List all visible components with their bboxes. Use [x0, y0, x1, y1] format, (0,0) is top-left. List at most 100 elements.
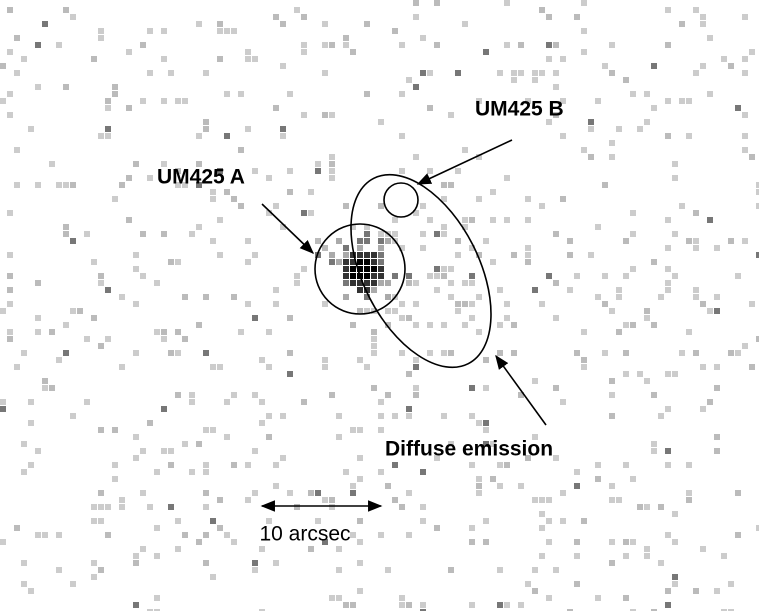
noise-pixel [259, 399, 265, 405]
noise-pixel [133, 252, 139, 258]
noise-pixel [308, 189, 314, 195]
noise-pixel [147, 420, 153, 426]
noise-pixel [63, 7, 69, 13]
noise-pixel [553, 84, 559, 90]
noise-pixel [588, 154, 594, 160]
noise-pixel [427, 322, 433, 328]
noise-pixel [378, 259, 384, 265]
noise-pixel [392, 413, 398, 419]
noise-pixel [665, 588, 671, 594]
noise-pixel [462, 280, 468, 286]
noise-pixel [217, 364, 223, 370]
noise-pixel [28, 399, 34, 405]
noise-pixel [686, 133, 692, 139]
noise-pixel [357, 252, 363, 258]
noise-pixel [168, 462, 174, 468]
noise-pixel [469, 245, 475, 251]
noise-pixel [672, 175, 678, 181]
noise-pixel [672, 161, 678, 167]
noise-pixel [364, 231, 370, 237]
noise-pixel [203, 504, 209, 510]
noise-pixel [364, 308, 370, 314]
noise-pixel [70, 14, 76, 20]
noise-pixel [343, 252, 349, 258]
noise-pixel [147, 70, 153, 76]
noise-pixel [329, 259, 335, 265]
noise-pixel [357, 245, 363, 251]
noise-pixel [378, 469, 384, 475]
noise-pixel [287, 168, 293, 174]
noise-pixel [413, 0, 419, 6]
noise-pixel [700, 364, 706, 370]
noise-pixel [637, 126, 643, 132]
noise-pixel [504, 462, 510, 468]
noise-pixel [35, 280, 41, 286]
noise-pixel [357, 539, 363, 545]
noise-pixel [91, 504, 97, 510]
noise-pixel [231, 462, 237, 468]
noise-pixel [420, 518, 426, 524]
noise-pixel [714, 245, 720, 251]
noise-pixel [308, 210, 314, 216]
noise-pixel [7, 7, 13, 13]
noise-pixel [371, 329, 377, 335]
noise-pixel [483, 427, 489, 433]
noise-pixel [364, 91, 370, 97]
noise-pixel [700, 546, 706, 552]
noise-pixel [686, 462, 692, 468]
noise-pixel [112, 462, 118, 468]
noise-pixel [714, 364, 720, 370]
noise-pixel [476, 196, 482, 202]
noise-pixel [616, 126, 622, 132]
noise-pixel [343, 259, 349, 265]
noise-pixel [105, 98, 111, 104]
noise-pixel [728, 350, 734, 356]
noise-pixel [490, 441, 496, 447]
noise-pixel [714, 588, 720, 594]
noise-pixel [756, 189, 759, 195]
noise-pixel [357, 266, 363, 272]
noise-pixel [686, 490, 692, 496]
noise-pixel [105, 504, 111, 510]
noise-pixel [413, 364, 419, 370]
noise-pixel [602, 182, 608, 188]
noise-pixel [623, 350, 629, 356]
noise-pixel [756, 182, 759, 188]
noise-pixel [504, 602, 510, 608]
noise-pixel [455, 252, 461, 258]
noise-pixel [147, 609, 153, 611]
noise-pixel [0, 63, 6, 69]
noise-pixel [252, 448, 258, 454]
noise-pixel [609, 483, 615, 489]
noise-pixel [441, 350, 447, 356]
noise-pixel [140, 546, 146, 552]
noise-pixel [427, 217, 433, 223]
noise-pixel [469, 315, 475, 321]
noise-pixel [0, 308, 6, 314]
noise-pixel [707, 91, 713, 97]
noise-pixel [532, 287, 538, 293]
noise-pixel [406, 315, 412, 321]
noise-pixel [357, 427, 363, 433]
noise-pixel [161, 329, 167, 335]
noise-pixel [294, 504, 300, 510]
noise-pixel [455, 70, 461, 76]
noise-pixel [133, 301, 139, 307]
noise-pixel [672, 371, 678, 377]
noise-pixel [364, 364, 370, 370]
noise-pixel [434, 273, 440, 279]
noise-pixel [280, 133, 286, 139]
noise-pixel [441, 231, 447, 237]
noise-pixel [357, 455, 363, 461]
noise-pixel [574, 14, 580, 20]
noise-pixel [434, 455, 440, 461]
noise-pixel [623, 273, 629, 279]
noise-pixel [224, 28, 230, 34]
noise-pixel [224, 399, 230, 405]
noise-pixel [525, 455, 531, 461]
noise-pixel [364, 21, 370, 27]
noise-pixel [70, 581, 76, 587]
noise-pixel [252, 560, 258, 566]
noise-pixel [441, 224, 447, 230]
